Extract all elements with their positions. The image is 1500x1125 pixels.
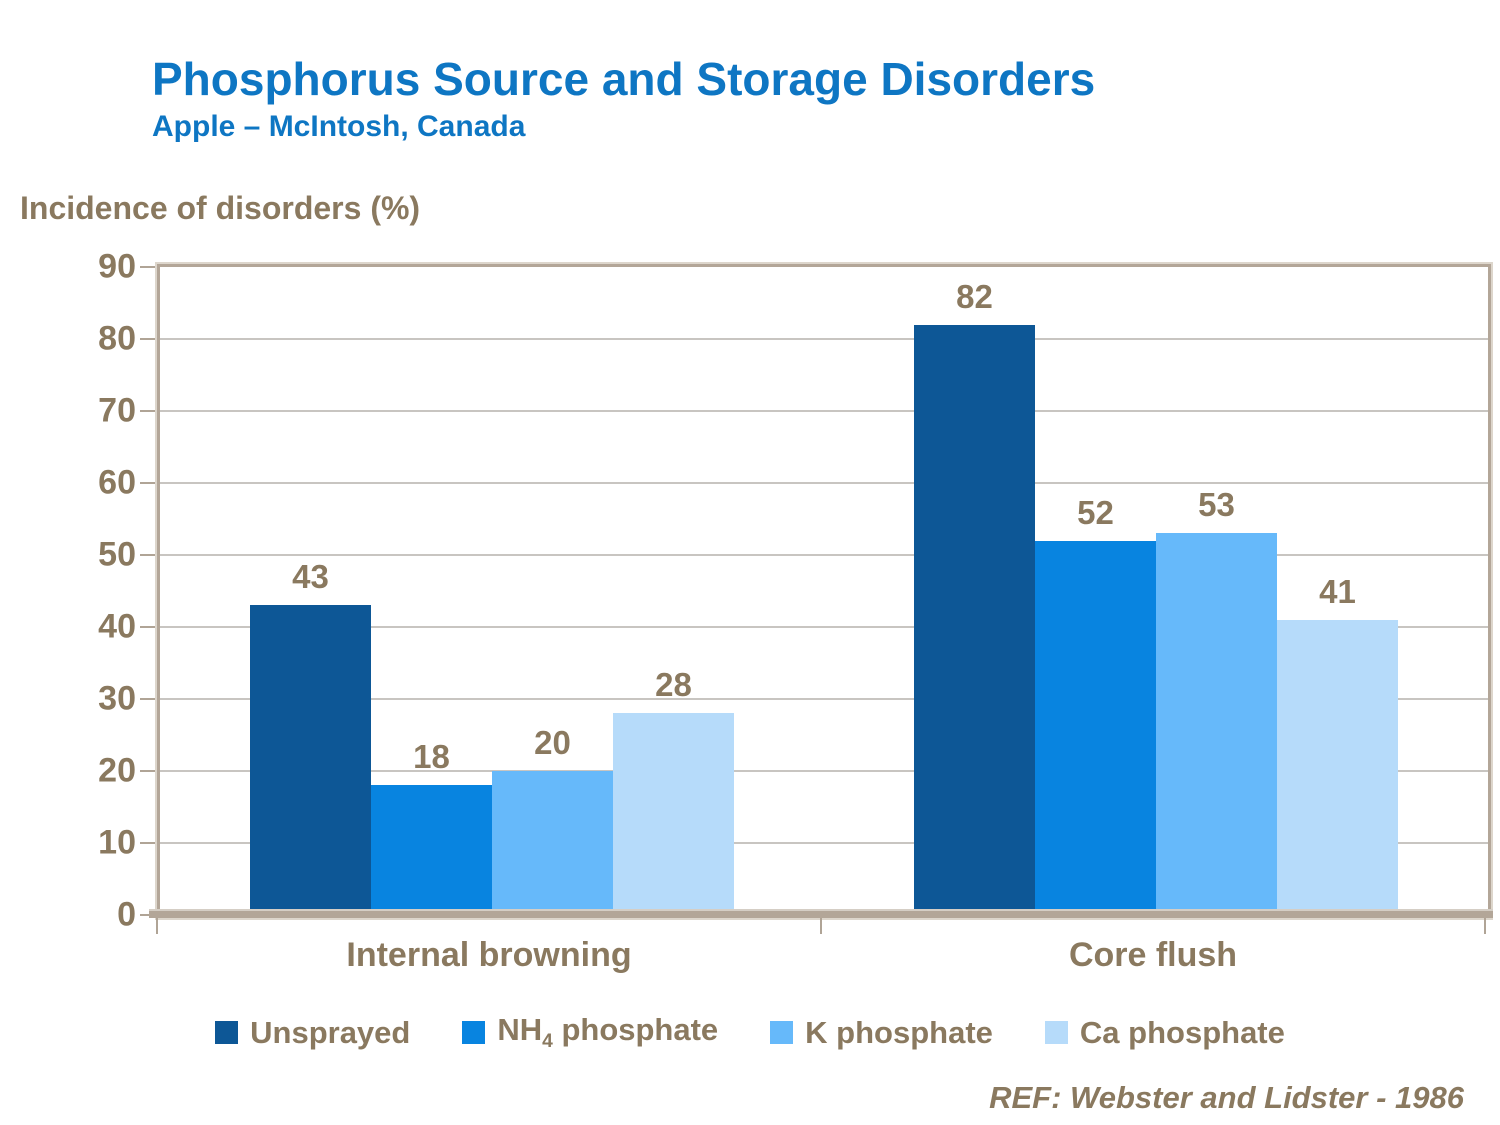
y-axis-tick-label: 60	[98, 463, 136, 502]
y-axis-tick	[140, 914, 155, 916]
bar-value-label: 41	[1319, 572, 1356, 610]
legend-item-k-phosphate: K phosphate	[770, 1015, 993, 1051]
y-axis-tick	[140, 698, 155, 700]
bar-value-label: 43	[292, 558, 329, 596]
y-axis-tick-label: 80	[98, 319, 136, 358]
y-axis-tick-label: 70	[98, 391, 136, 430]
gridline	[160, 698, 1488, 700]
bar-nh4-phosphate-internal-browning: 18	[371, 738, 492, 915]
y-axis-tick	[140, 266, 155, 268]
bar-ca-phosphate-internal-browning: 28	[613, 666, 734, 915]
legend-label-subscript: 4	[542, 1031, 553, 1053]
bar-value-label: 28	[655, 666, 692, 704]
gridline	[160, 770, 1488, 772]
bar-k-phosphate-internal-browning: 20	[492, 724, 613, 915]
legend-item-nh4-phosphate: NH4 phosphate	[462, 1012, 718, 1053]
bar-value-label: 82	[956, 277, 993, 315]
x-axis-tick	[820, 918, 822, 934]
legend-swatch	[770, 1021, 794, 1045]
gridline	[160, 626, 1488, 628]
gridline	[160, 338, 1488, 340]
y-axis-tick-label: 40	[98, 607, 136, 646]
legend-item-ca-phosphate: Ca phosphate	[1044, 1014, 1285, 1051]
reference-footer: REF: Webster and Lidster - 1986	[989, 1080, 1464, 1115]
y-axis-ticks	[140, 264, 155, 918]
page-title: Phosphorus Source and Storage Disorders	[152, 53, 1096, 105]
category-labels: Internal browning Core flush	[157, 936, 1485, 975]
y-axis-tick	[140, 410, 155, 412]
y-axis-title: Incidence of disorders (%)	[20, 190, 421, 226]
y-axis-labels: 0 10 20 30 40 50 60 70 80 90	[0, 248, 136, 934]
bar-group-internal-browning: 43 18 20 28	[160, 267, 824, 915]
x-axis-tick	[156, 918, 158, 934]
y-axis-tick	[140, 626, 155, 628]
category-label-core-flush: Core flush	[1068, 936, 1238, 974]
y-axis-tick-label: 20	[98, 751, 136, 790]
category-label-internal-browning: Internal browning	[346, 936, 632, 974]
y-axis-tick	[140, 770, 155, 772]
y-axis-tick	[140, 482, 155, 484]
y-axis-tick-label: 30	[98, 679, 136, 718]
bar-group-core-flush: 82 52 53 41	[824, 267, 1488, 915]
y-axis-tick	[140, 842, 155, 844]
gridline	[160, 410, 1488, 412]
legend-swatch	[462, 1021, 486, 1045]
bar-ca-phosphate-core-flush: 41	[1277, 573, 1398, 915]
x-axis-tick	[1484, 918, 1486, 934]
plot-inner: 43 18 20 28 82 52 53 41	[160, 267, 1488, 915]
page-subtitle: Apple – McIntosh, Canada	[152, 110, 526, 143]
y-axis-tick-label: 0	[117, 895, 136, 934]
legend-label: K phosphate	[805, 1014, 993, 1050]
bar-unsprayed-internal-browning: 43	[250, 558, 371, 915]
bar-unsprayed-core-flush: 82	[914, 278, 1035, 915]
y-axis-tick-label: 90	[98, 247, 136, 286]
bar-value-label: 52	[1077, 493, 1114, 531]
gridline	[160, 842, 1488, 844]
bar-k-phosphate-core-flush: 53	[1156, 486, 1277, 915]
legend-label: NH4 phosphate	[497, 1012, 719, 1053]
legend-item-unsprayed: Unsprayed	[215, 1015, 410, 1051]
bar-value-label: 53	[1198, 486, 1235, 524]
y-axis-tick	[140, 554, 155, 556]
y-axis-tick-label: 50	[98, 535, 136, 574]
bar-value-label: 18	[413, 738, 450, 776]
x-axis-ticks	[0, 918, 1500, 936]
gridline	[160, 554, 1488, 556]
legend: Unsprayed NH4 phosphate K phosphate Ca phos…	[0, 1012, 1500, 1053]
bar-nh4-phosphate-core-flush: 52	[1035, 494, 1156, 915]
y-axis-tick	[140, 338, 155, 340]
gridline	[160, 482, 1488, 484]
plot-area: 43 18 20 28 82 52 53 41	[157, 264, 1491, 918]
bar-value-label: 20	[534, 724, 571, 761]
legend-label: Ca phosphate	[1079, 1014, 1285, 1050]
legend-label: Unsprayed	[250, 1014, 411, 1050]
legend-swatch	[215, 1021, 239, 1045]
x-axis-line	[149, 911, 1493, 918]
y-axis-tick-label: 10	[98, 823, 136, 862]
legend-swatch	[1044, 1021, 1068, 1045]
